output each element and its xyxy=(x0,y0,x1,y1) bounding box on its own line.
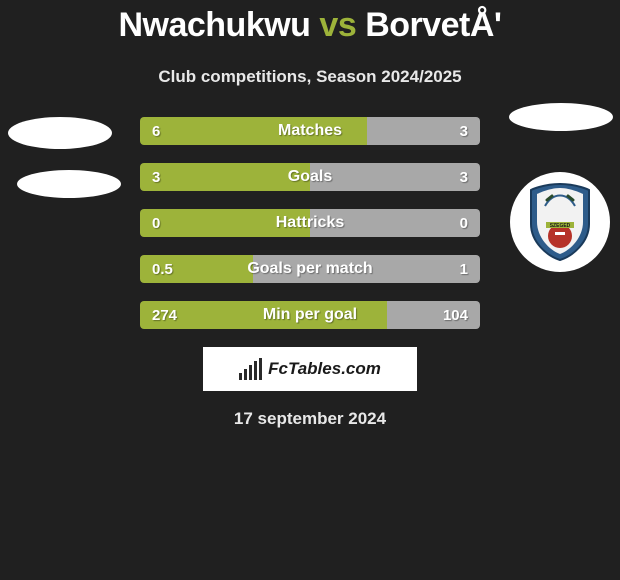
title: Nwachukwu vs BorvetÅ' xyxy=(0,6,620,45)
club-logo-left-2 xyxy=(17,170,121,198)
stat-right-value: 104 xyxy=(443,307,468,324)
comparison-card: Nwachukwu vs BorvetÅ' Club competitions,… xyxy=(0,0,620,429)
brand-box[interactable]: FcTables.com xyxy=(203,347,417,391)
stat-right-value: 1 xyxy=(460,261,468,278)
stat-left-value: 0 xyxy=(152,215,160,232)
crest-icon: SZEGED xyxy=(523,182,597,262)
stat-right-segment: 104 xyxy=(387,301,481,329)
stat-rows: 63Matches33Goals00Hattricks0.51Goals per… xyxy=(140,117,480,329)
subtitle: Club competitions, Season 2024/2025 xyxy=(0,67,620,87)
stat-left-segment: 3 xyxy=(140,163,310,191)
stat-row: 0.51Goals per match xyxy=(140,255,480,283)
player1-name: Nwachukwu xyxy=(118,6,310,44)
stat-left-segment: 274 xyxy=(140,301,387,329)
stat-row: 63Matches xyxy=(140,117,480,145)
stat-left-value: 0.5 xyxy=(152,261,173,278)
stat-row: 00Hattricks xyxy=(140,209,480,237)
stat-right-segment: 3 xyxy=(310,163,480,191)
stat-left-segment: 6 xyxy=(140,117,367,145)
stat-left-value: 3 xyxy=(152,169,160,186)
stat-right-segment: 1 xyxy=(253,255,480,283)
stat-right-segment: 3 xyxy=(367,117,480,145)
club-logo-left-1 xyxy=(8,117,112,149)
club-crest-right: SZEGED xyxy=(510,172,610,272)
club-logo-right-1 xyxy=(509,103,613,131)
stat-left-value: 274 xyxy=(152,307,177,324)
stat-left-segment: 0 xyxy=(140,209,310,237)
stat-row: 274104Min per goal xyxy=(140,301,480,329)
stat-right-value: 0 xyxy=(460,215,468,232)
brand-bars-icon xyxy=(239,358,262,380)
stat-left-segment: 0.5 xyxy=(140,255,253,283)
stats-section: SZEGED 63Matches33Goals00Hattricks0.51Go… xyxy=(0,117,620,329)
svg-text:SZEGED: SZEGED xyxy=(550,223,571,229)
stat-row: 33Goals xyxy=(140,163,480,191)
stat-right-value: 3 xyxy=(460,123,468,140)
stat-left-value: 6 xyxy=(152,123,160,140)
stat-right-value: 3 xyxy=(460,169,468,186)
date-label: 17 september 2024 xyxy=(0,409,620,429)
brand-label: FcTables.com xyxy=(268,359,381,379)
vs-label: vs xyxy=(319,6,356,44)
player2-name: BorvetÅ' xyxy=(365,6,501,44)
stat-right-segment: 0 xyxy=(310,209,480,237)
